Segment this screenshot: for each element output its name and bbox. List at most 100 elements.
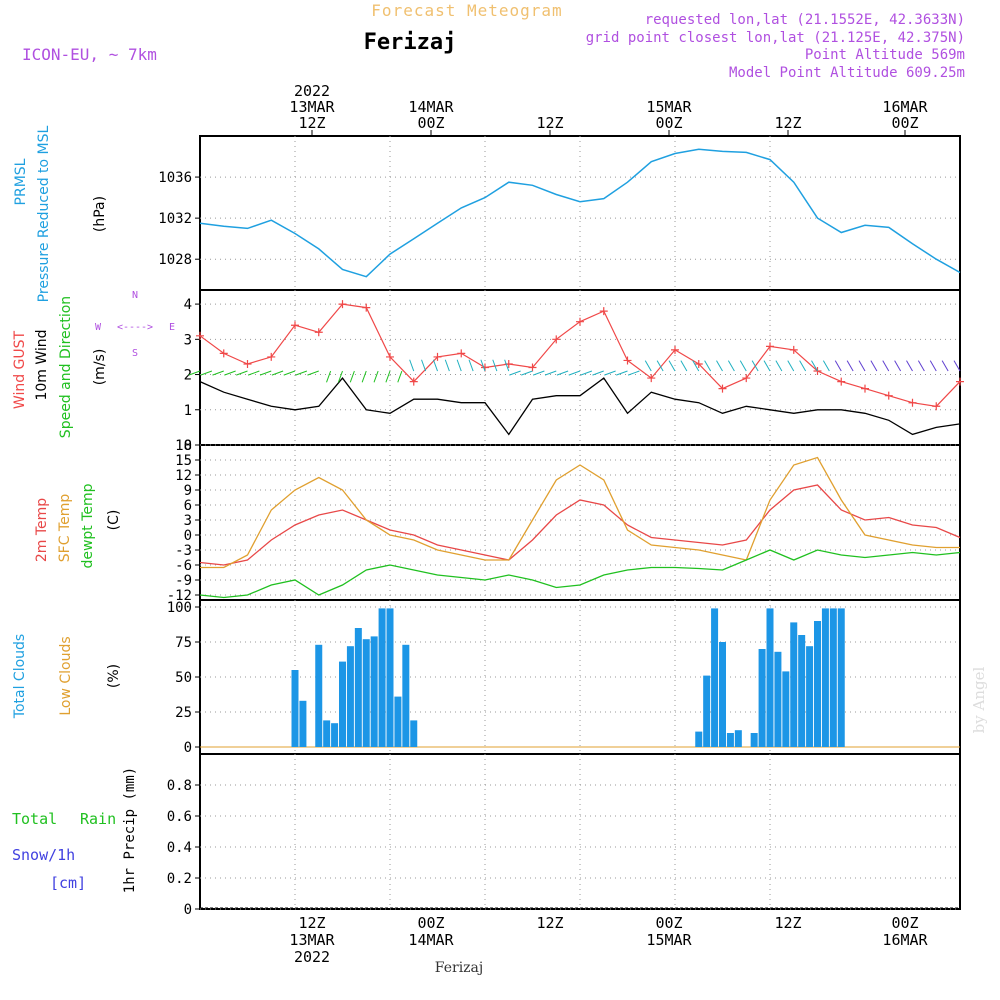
cloud-bar	[370, 636, 378, 747]
wind-arrow	[492, 359, 498, 372]
ytick-label: 0.6	[167, 809, 192, 825]
time-label-bottom: 12Z	[298, 914, 325, 932]
compass-e: E	[169, 322, 175, 333]
wind-arrow	[224, 370, 236, 376]
wind-arrow	[917, 360, 925, 372]
gust-marker	[908, 398, 917, 407]
t2m-label: 2m Temp	[34, 498, 50, 562]
gust-marker	[433, 352, 442, 361]
gridpoint-coords: grid point closest lon,lat (21.125E, 42.…	[586, 30, 965, 46]
wind-arrow	[212, 370, 224, 376]
ytick-label: 0.2	[167, 871, 192, 887]
sfc-temp-label: SFC Temp	[57, 494, 73, 563]
wind-arrow	[456, 359, 462, 372]
time-label-top: 16MAR	[882, 98, 928, 116]
gust-marker	[386, 352, 394, 361]
ytick-label: 2	[184, 368, 192, 384]
compass-we: <---->	[117, 322, 153, 333]
wind-arrow	[834, 360, 842, 372]
gust-marker	[314, 328, 323, 337]
ytick-label: 0.4	[167, 840, 192, 856]
wind-arrow	[727, 360, 735, 372]
gust-marker	[219, 349, 228, 358]
wind-arrow	[604, 370, 616, 376]
gust-marker	[694, 359, 703, 368]
time-label-top: 00Z	[891, 114, 918, 132]
wind-arrow	[870, 360, 878, 372]
cloud-bar	[354, 628, 362, 747]
wind-arrow	[656, 360, 664, 372]
gust-marker	[671, 345, 679, 354]
wind-arrow	[544, 370, 557, 376]
compass-w: W	[95, 322, 102, 333]
cloud-panel-labels: Total Clouds Low Clouds (%)	[12, 634, 122, 719]
cloud-bar	[323, 720, 331, 747]
compass-n: N	[132, 290, 138, 301]
wind-arrow	[236, 370, 248, 376]
ytick-label: 25	[175, 705, 192, 721]
cloud-bar	[402, 644, 410, 747]
wind-arrow	[680, 360, 688, 372]
wind-arrow	[247, 370, 260, 376]
time-label-bottom: 12Z	[536, 914, 563, 932]
wind-arrow	[704, 360, 712, 372]
low-clouds-label: Low Clouds	[58, 636, 74, 715]
wind-arrow	[337, 370, 343, 383]
plot-area: 10281032103601234-12-9-6-303691215180255…	[158, 82, 964, 966]
model-altitude: Model Point Altitude 609.25m	[729, 65, 965, 81]
cloud-bar	[726, 733, 734, 747]
gust-marker	[956, 377, 964, 386]
wind-arrow	[385, 370, 391, 383]
wind-arrow	[444, 359, 450, 372]
ytick-label: 0	[184, 902, 192, 918]
footer-location: Ferizaj	[435, 960, 483, 976]
cloud-bar	[291, 670, 299, 747]
cloud-bar	[814, 621, 821, 747]
compass-rose: N S W E <---->	[95, 290, 175, 359]
cloud-bar	[386, 608, 394, 747]
compass-s: S	[132, 348, 138, 359]
wind-arrow	[787, 360, 795, 372]
wind-arrow	[409, 359, 415, 372]
dewpt-line	[199, 549, 961, 599]
wind-arrow	[775, 360, 783, 372]
ytick-label: -9	[175, 573, 192, 589]
wind-arrow	[532, 370, 545, 376]
rain-label: Rain	[80, 810, 116, 828]
temp-unit-label: (C)	[106, 510, 122, 531]
wind-arrow	[811, 360, 818, 372]
cloud-bar	[346, 646, 354, 747]
gust-marker	[267, 352, 276, 361]
wind-arrow	[504, 359, 510, 372]
gust-marker	[599, 307, 608, 316]
cloud-bar	[703, 675, 711, 747]
wind-arrow	[295, 370, 308, 376]
cloud-bar	[750, 733, 758, 747]
ytick-label: 18	[175, 438, 192, 454]
gust-marker	[409, 377, 418, 386]
wind-arrow	[432, 359, 438, 372]
wind10m-line	[199, 377, 961, 436]
wind-arrow	[200, 370, 213, 376]
wind-arrow	[929, 360, 937, 372]
gust-marker	[362, 303, 371, 312]
ytick-label: 50	[175, 670, 192, 686]
wind-arrow	[397, 370, 403, 383]
cloud-bar	[806, 646, 814, 747]
ytick-label: 3	[184, 513, 192, 529]
gust-marker	[576, 317, 584, 326]
gust-marker	[884, 391, 893, 400]
ytick-label: 1	[184, 403, 192, 419]
wind-arrow	[941, 360, 949, 372]
wind-arrow	[751, 360, 759, 372]
ytick-label: 100	[167, 600, 192, 616]
gust-marker	[528, 363, 537, 372]
time-label-bottom: 14MAR	[408, 931, 454, 949]
wind-arrow	[580, 370, 593, 376]
gust-marker	[457, 349, 466, 358]
cloud-unit-label: (%)	[106, 664, 122, 688]
ytick-label: 3	[184, 332, 192, 348]
wind-arrow	[953, 360, 961, 372]
gust-marker	[196, 331, 204, 340]
